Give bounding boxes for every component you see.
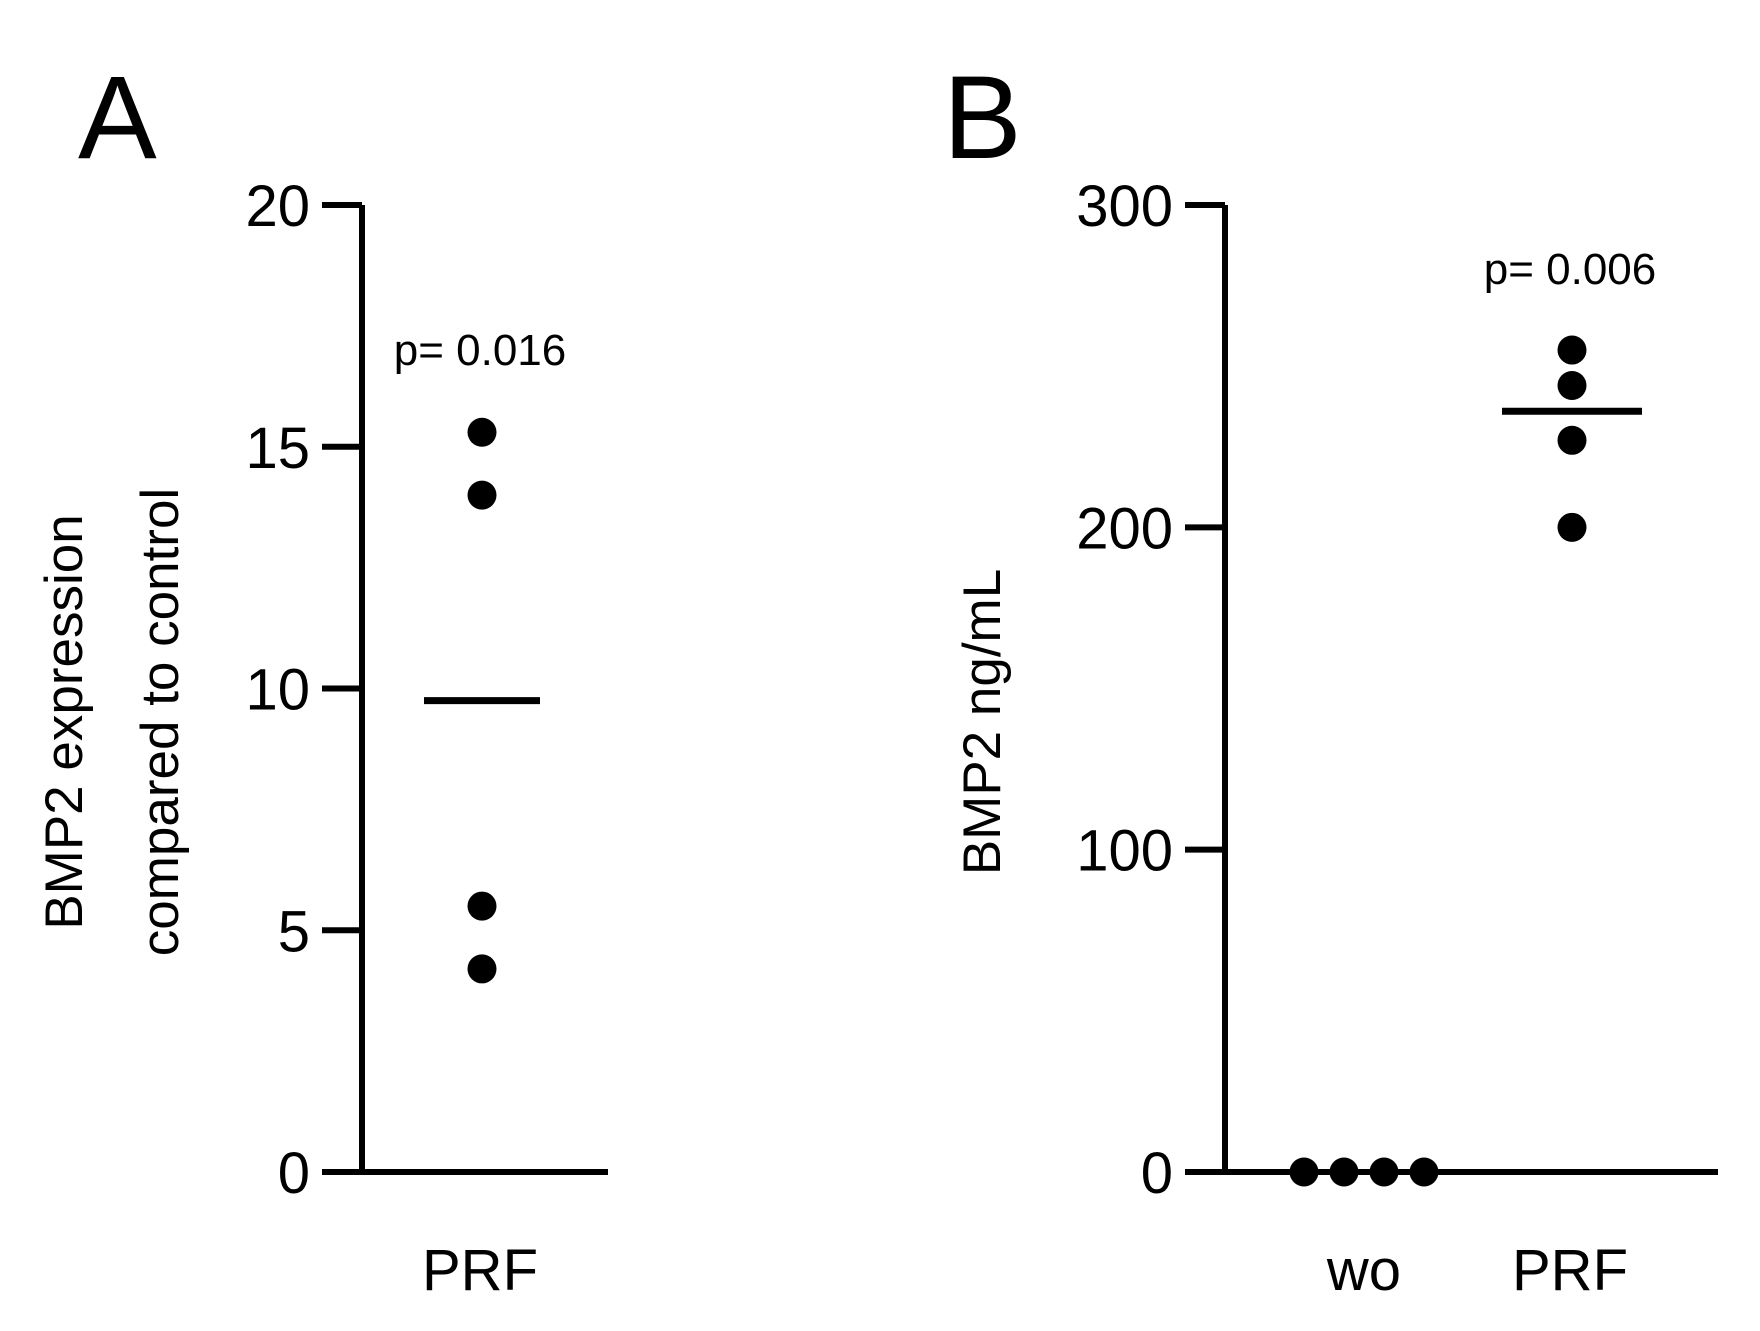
panel-b-data-point [1289,1157,1319,1187]
panel-b-p-value: p= 0.006 [1484,245,1657,294]
panel-b-y-tick-label: 200 [1076,496,1173,561]
panel-a-ylabel-line-1: BMP2 expression [35,514,94,929]
panel-a-category-label: PRF [422,1238,538,1303]
panel-a-p-value: p= 0.016 [394,326,567,375]
panel-a-letter: A [78,52,157,184]
panel-a-y-tick-label: 20 [245,174,310,239]
panel-a-data-point [467,417,497,447]
panel-a-y-tick-label: 15 [245,416,310,481]
panel-a-data-point [467,891,497,921]
panel-b-data-point [1369,1157,1399,1187]
panel-b-plot-area: 0 100 200 300 wo PRF p= 0.006 [1076,174,1718,1303]
panel-b-data-point [1557,512,1587,542]
panel-a-y-tick-label: 5 [278,899,310,964]
panel-b-letter: B [943,52,1022,184]
panel-a-y-tick-label: 0 [278,1141,310,1206]
panel-b: B BMP2 ng/mL 0 100 200 300 wo PRF p= 0.006 [943,52,1718,1303]
panel-b-category-label: wo [1326,1238,1401,1303]
panel-b-y-tick-label: 300 [1076,174,1173,239]
panel-a-ylabel-line-2: compared to control [131,488,190,956]
panel-a-data-point [467,480,497,510]
panel-a-y-tick-label: 10 [245,658,310,723]
panel-b-data-point [1557,335,1587,365]
panel-b-y-tick-label: 0 [1141,1141,1173,1206]
panel-b-data-point [1557,425,1587,455]
panel-b-data-point [1557,371,1587,401]
panel-a-data-point [467,954,497,984]
panel-a-plot-area: 0 5 10 15 20 PRF p= 0.016 [245,174,608,1303]
panel-b-category-label: PRF [1512,1238,1628,1303]
panel-a: A BMP2 expression compared to control 0 5… [35,52,608,1303]
panel-b-data-point [1329,1157,1359,1187]
panel-b-ylabel: BMP2 ng/mL [953,569,1012,875]
panel-b-y-tick-label: 100 [1076,819,1173,884]
panel-b-data-point [1409,1157,1439,1187]
